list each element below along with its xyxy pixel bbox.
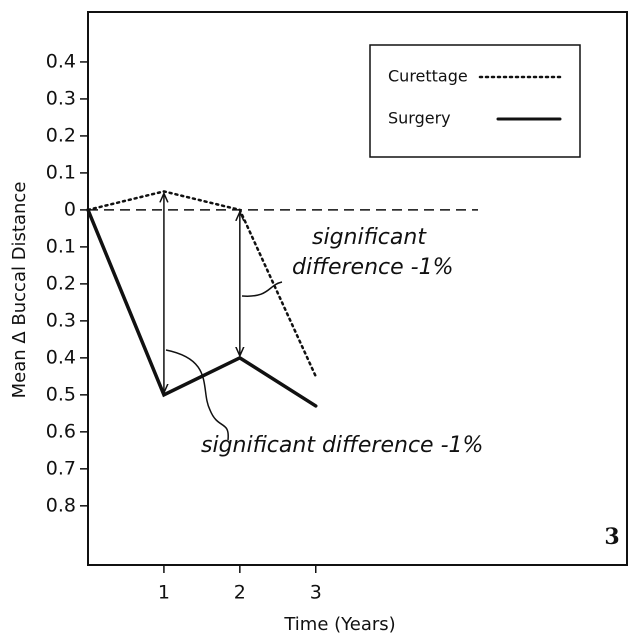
figure-label: 3	[604, 524, 619, 550]
y-tick-label: 0.5	[46, 383, 76, 405]
x-tick-label: 1	[158, 582, 170, 604]
legend-box	[369, 44, 581, 158]
y-tick-label: 0	[64, 198, 76, 220]
x-axis-label: Time (Years)	[283, 614, 395, 635]
plot-frame	[87, 11, 628, 566]
y-tick-label: 0.2	[46, 124, 76, 146]
y-tick-label: 0.4	[46, 50, 76, 72]
annotation: significant difference -1%	[201, 433, 483, 458]
y-tick-label: 0.2	[46, 272, 76, 294]
legend-label: Curettage	[388, 67, 468, 86]
y-tick-label: 0.1	[46, 161, 76, 183]
annotation: difference -1%	[292, 255, 453, 280]
y-axis-label: Mean Δ Buccal Distance	[9, 182, 30, 399]
y-tick-label: 0.6	[46, 420, 76, 442]
y-tick-label: 0.7	[46, 457, 76, 479]
x-tick-label: 2	[234, 582, 246, 604]
y-tick-label: 0.3	[46, 87, 76, 109]
y-tick-label: 0.1	[46, 235, 76, 257]
y-tick-label: 0.8	[46, 494, 76, 516]
legend-label: Surgery	[388, 109, 451, 128]
leader	[165, 349, 229, 441]
y-tick-label: 0.3	[46, 309, 76, 331]
annotation: significant	[312, 225, 427, 250]
y-tick-label: 0.4	[46, 346, 76, 368]
x-tick-label: 3	[310, 582, 322, 604]
series-line	[86, 190, 317, 378]
leader	[241, 281, 283, 297]
